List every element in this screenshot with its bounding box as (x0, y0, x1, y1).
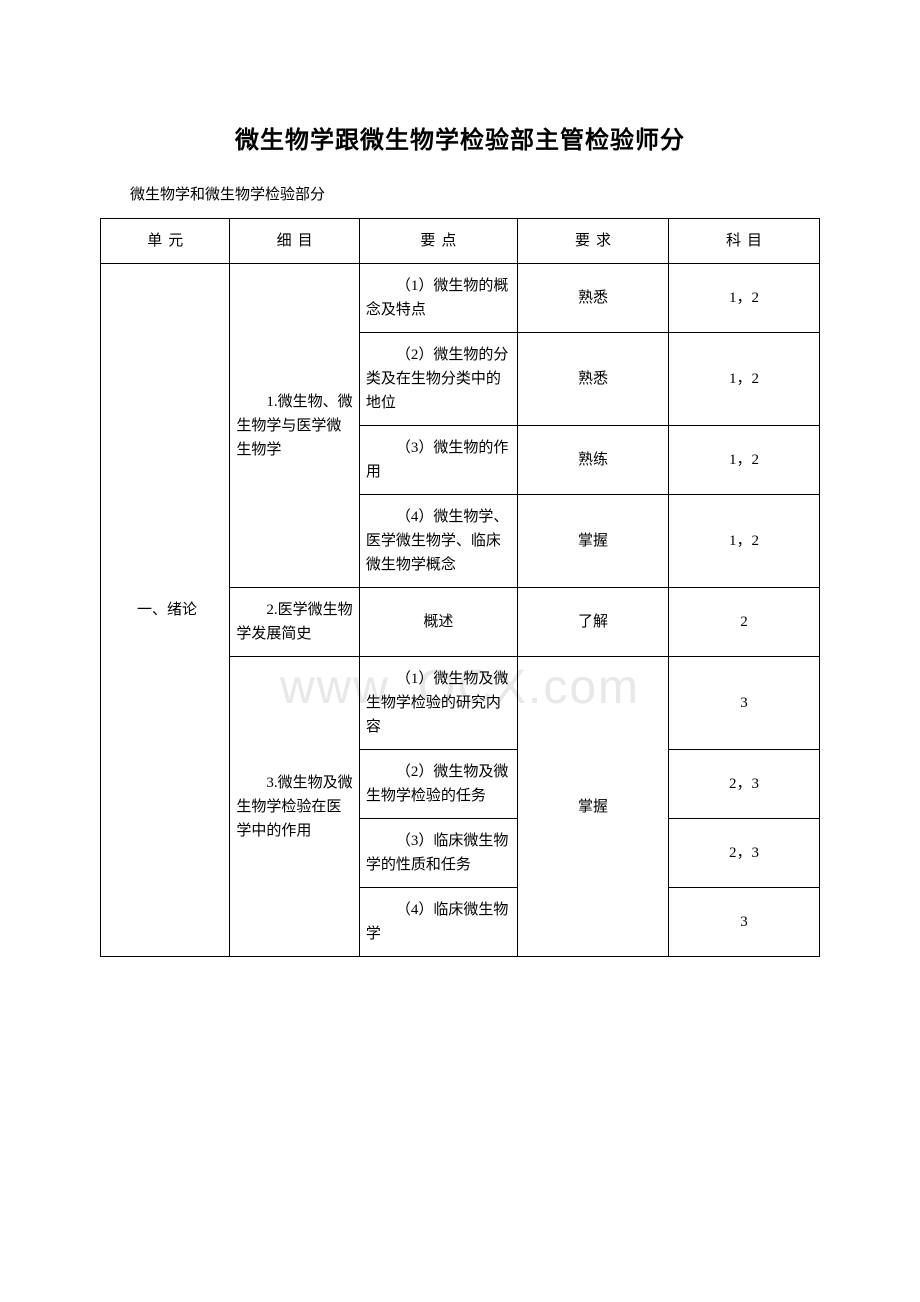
cell-req: 熟悉 (517, 264, 668, 333)
cell-subject: 3 (668, 657, 819, 750)
cell-subject: 1，2 (668, 264, 819, 333)
cell-detail: 2.医学微生物学发展简史 (230, 588, 359, 657)
header-detail: 细目 (230, 219, 359, 264)
cell-point: （4）临床微生物学 (359, 888, 517, 957)
page-subtitle: 微生物学和微生物学检验部分 (100, 183, 820, 204)
cell-req: 熟悉 (517, 333, 668, 426)
cell-req: 掌握 (517, 657, 668, 957)
cell-point: （4）微生物学、医学微生物学、临床微生物学概念 (359, 495, 517, 588)
cell-point: 概述 (359, 588, 517, 657)
header-unit: 单元 (101, 219, 230, 264)
cell-point: （1）微生物及微生物学检验的研究内容 (359, 657, 517, 750)
cell-unit: 一、绪论 (101, 264, 230, 957)
cell-subject: 2，3 (668, 819, 819, 888)
header-subject: 科目 (668, 219, 819, 264)
cell-subject: 2 (668, 588, 819, 657)
cell-subject: 2，3 (668, 750, 819, 819)
cell-subject: 1，2 (668, 495, 819, 588)
cell-point: （2）微生物及微生物学检验的任务 (359, 750, 517, 819)
cell-req: 掌握 (517, 495, 668, 588)
table-row: 一、绪论 1.微生物、微生物学与医学微生物学 （1）微生物的概念及特点 熟悉 1… (101, 264, 820, 333)
cell-point: （3）临床微生物学的性质和任务 (359, 819, 517, 888)
table-header-row: 单元 细目 要点 要求 科目 (101, 219, 820, 264)
cell-subject: 3 (668, 888, 819, 957)
cell-detail: 3.微生物及微生物学检验在医学中的作用 (230, 657, 359, 957)
cell-subject: 1，2 (668, 426, 819, 495)
header-req: 要求 (517, 219, 668, 264)
page-title: 微生物学跟微生物学检验部主管检验师分 (100, 120, 820, 155)
cell-subject: 1，2 (668, 333, 819, 426)
cell-point: （3）微生物的作用 (359, 426, 517, 495)
cell-point: （2）微生物的分类及在生物分类中的地位 (359, 333, 517, 426)
syllabus-table: 单元 细目 要点 要求 科目 一、绪论 1.微生物、微生物学与医学微生物学 （1… (100, 218, 820, 957)
header-point: 要点 (359, 219, 517, 264)
cell-req: 熟练 (517, 426, 668, 495)
cell-req: 了解 (517, 588, 668, 657)
cell-point: （1）微生物的概念及特点 (359, 264, 517, 333)
cell-detail: 1.微生物、微生物学与医学微生物学 (230, 264, 359, 588)
